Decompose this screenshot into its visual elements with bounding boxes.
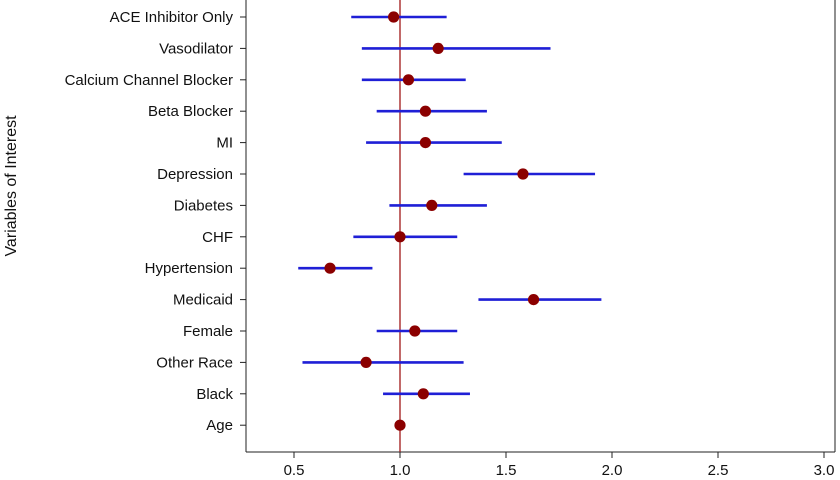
x-tick-label: 2.0 — [602, 462, 623, 479]
y-tick-label: Depression — [157, 166, 233, 183]
y-tick-label: Female — [183, 323, 233, 340]
y-tick-label: Medicaid — [173, 292, 233, 309]
point-estimate-marker — [388, 11, 400, 23]
y-tick-label: Beta Blocker — [148, 103, 233, 120]
point-estimate-marker — [527, 294, 540, 306]
point-estimate-marker — [394, 231, 406, 243]
y-axis-title: Variables of Interest — [3, 115, 20, 257]
x-tick-label: 1.5 — [496, 462, 517, 479]
x-tick-label: 2.5 — [708, 462, 729, 479]
y-tick-label: Vasodilator — [159, 40, 233, 57]
point-estimate-marker — [409, 325, 421, 337]
y-tick-label: Calcium Channel Blocker — [65, 72, 233, 89]
point-estimate-marker — [419, 105, 432, 117]
point-estimate-marker — [517, 168, 529, 180]
y-tick-label: CHF — [202, 229, 233, 246]
y-tick-label: Other Race — [156, 354, 233, 371]
point-estimate-marker — [417, 388, 429, 400]
x-tick-label: 1.0 — [390, 462, 411, 479]
y-tick-label: ACE Inhibitor Only — [110, 9, 234, 26]
point-estimate-marker — [324, 262, 336, 274]
y-tick-label: Diabetes — [174, 197, 233, 214]
x-tick-label: 3.0 — [814, 462, 835, 479]
rows-group — [298, 11, 602, 431]
point-estimate-marker — [360, 356, 372, 368]
point-estimate-marker — [394, 419, 406, 431]
axes-group: 0.5 1.0 1.5 2.0 2.5 3.0 ACE Inhibitor Only Vaso… — [65, 0, 836, 479]
x-tick-label: 0.5 — [284, 462, 305, 479]
point-estimate-marker — [402, 74, 415, 86]
point-estimate-marker — [426, 199, 438, 211]
y-tick-label: Age — [206, 417, 233, 434]
y-tick-label: Hypertension — [145, 260, 233, 277]
point-estimate-marker — [419, 137, 432, 149]
point-estimate-marker — [432, 42, 444, 55]
y-tick-label: MI — [216, 135, 233, 152]
y-tick-label: Black — [196, 386, 233, 403]
